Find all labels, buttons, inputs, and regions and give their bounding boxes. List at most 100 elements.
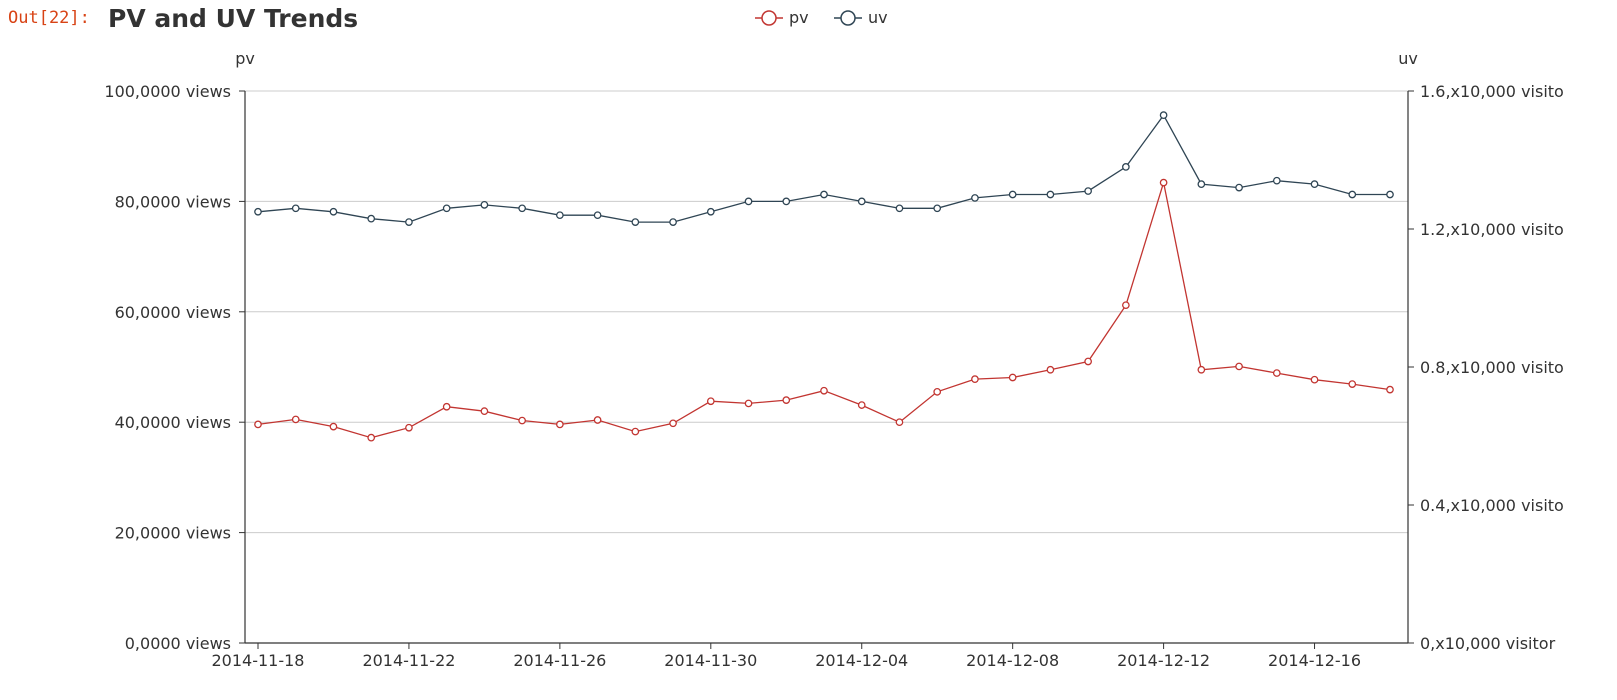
x-tick-label: 2014-11-30 xyxy=(664,651,757,670)
data-point-pv xyxy=(1122,301,1130,310)
series-uv xyxy=(254,111,1394,226)
data-point-uv xyxy=(820,190,828,199)
data-point-uv xyxy=(1008,190,1017,199)
data-point-pv xyxy=(669,419,677,428)
data-point-pv xyxy=(631,427,640,436)
y-left-tick-label: 40,0000 views xyxy=(115,413,231,432)
y-right-tick-label: 1.2,x10,000 visito xyxy=(1420,220,1564,239)
data-point-uv xyxy=(971,194,979,202)
gridlines xyxy=(245,90,1408,534)
data-point-uv xyxy=(291,204,300,213)
legend-label: pv xyxy=(789,8,809,27)
series-pv xyxy=(254,178,1394,442)
series-line-uv xyxy=(257,113,1390,223)
data-point-pv xyxy=(706,397,715,406)
data-point-pv xyxy=(895,418,904,427)
data-point-pv xyxy=(254,420,262,429)
y-right-tick-label: 0.4,x10,000 visito xyxy=(1420,496,1564,515)
data-point-pv xyxy=(556,420,564,429)
data-point-pv xyxy=(367,433,376,442)
data-point-pv xyxy=(1272,369,1281,377)
legend: pv uv xyxy=(755,8,888,27)
data-point-pv xyxy=(329,422,338,431)
data-point-uv xyxy=(367,214,376,223)
data-point-pv xyxy=(782,396,791,404)
data-point-uv xyxy=(405,218,413,226)
data-point-uv xyxy=(744,197,753,206)
data-point-uv xyxy=(782,197,791,206)
x-tick-label: 2014-11-26 xyxy=(513,651,606,670)
data-point-uv xyxy=(933,204,942,213)
data-point-pv xyxy=(933,387,942,396)
chart-title: PV and UV Trends xyxy=(108,4,359,33)
data-point-pv xyxy=(1084,357,1092,366)
data-point-pv xyxy=(1348,380,1357,388)
legend-item-pv: pv xyxy=(755,8,809,27)
legend-label: uv xyxy=(868,8,888,27)
data-point-pv xyxy=(405,423,413,432)
y-left-tick-label: 60,0000 views xyxy=(115,303,231,322)
series xyxy=(254,111,1394,442)
data-point-uv xyxy=(480,201,489,209)
data-point-pv xyxy=(1046,365,1055,374)
y-right-tick-label: 1.6,x10,000 visito xyxy=(1420,82,1564,101)
output-prompt: Out[22]: xyxy=(8,8,90,28)
x-tick-label: 2014-11-22 xyxy=(362,651,455,670)
data-point-uv xyxy=(1197,180,1206,188)
data-point-pv xyxy=(744,399,753,408)
data-point-uv xyxy=(669,218,677,226)
data-point-uv xyxy=(329,207,338,216)
data-point-uv xyxy=(1235,183,1243,192)
data-point-pv xyxy=(1197,365,1206,374)
y-left-tick-label: 0,0000 views xyxy=(125,634,231,653)
x-tick-label: 2014-12-12 xyxy=(1117,651,1210,670)
y-left-tick-label: 20,0000 views xyxy=(115,524,231,543)
legend-item-uv: uv xyxy=(834,8,888,27)
data-point-pv xyxy=(857,401,866,409)
data-point-uv xyxy=(1310,180,1319,188)
x-tick-label: 2014-12-04 xyxy=(815,651,908,670)
data-point-pv xyxy=(291,415,300,424)
data-point-pv xyxy=(1008,373,1017,382)
data-point-uv xyxy=(518,204,526,213)
data-point-uv xyxy=(1272,176,1281,185)
data-point-pv xyxy=(1310,375,1319,384)
y-right-axis-name: uv xyxy=(1398,49,1418,68)
series-line-pv xyxy=(257,182,1391,439)
data-point-uv xyxy=(1046,190,1055,199)
data-point-uv xyxy=(442,204,451,213)
data-point-uv xyxy=(857,197,866,206)
x-tick-label: 2014-11-18 xyxy=(212,651,305,670)
data-point-pv xyxy=(593,416,602,424)
data-point-uv xyxy=(1159,111,1168,120)
data-point-uv xyxy=(1084,187,1092,195)
y-right-tick-label: 0,x10,000 visitor xyxy=(1420,634,1556,653)
data-point-pv xyxy=(442,402,451,411)
data-point-uv xyxy=(556,211,564,220)
data-point-pv xyxy=(820,386,828,395)
data-point-pv xyxy=(1386,385,1394,394)
data-point-uv xyxy=(706,207,715,216)
data-point-uv xyxy=(593,211,602,220)
data-point-uv xyxy=(1122,163,1130,171)
data-point-pv xyxy=(1235,362,1243,371)
y-left-tick-label: 100,0000 views xyxy=(104,82,231,101)
legend-marker-icon xyxy=(761,10,777,26)
data-point-pv xyxy=(1159,178,1168,187)
data-point-pv xyxy=(518,416,526,425)
data-point-uv xyxy=(254,207,262,216)
data-point-uv xyxy=(631,218,640,226)
y-right-tick-label: 0.8,x10,000 visito xyxy=(1420,358,1564,377)
x-tick-label: 2014-12-08 xyxy=(966,651,1059,670)
data-point-pv xyxy=(480,407,489,416)
data-point-uv xyxy=(1348,190,1357,199)
data-point-uv xyxy=(895,204,904,213)
data-point-pv xyxy=(971,375,979,383)
axes: 0,0000 views 20,0000 views 40,0000 views 60… xyxy=(104,49,1563,670)
y-left-axis-name: pv xyxy=(235,49,255,68)
legend-marker-icon xyxy=(840,10,856,26)
data-point-uv xyxy=(1386,190,1394,199)
y-left-tick-label: 80,0000 views xyxy=(115,192,231,211)
x-tick-label: 2014-12-16 xyxy=(1268,651,1361,670)
